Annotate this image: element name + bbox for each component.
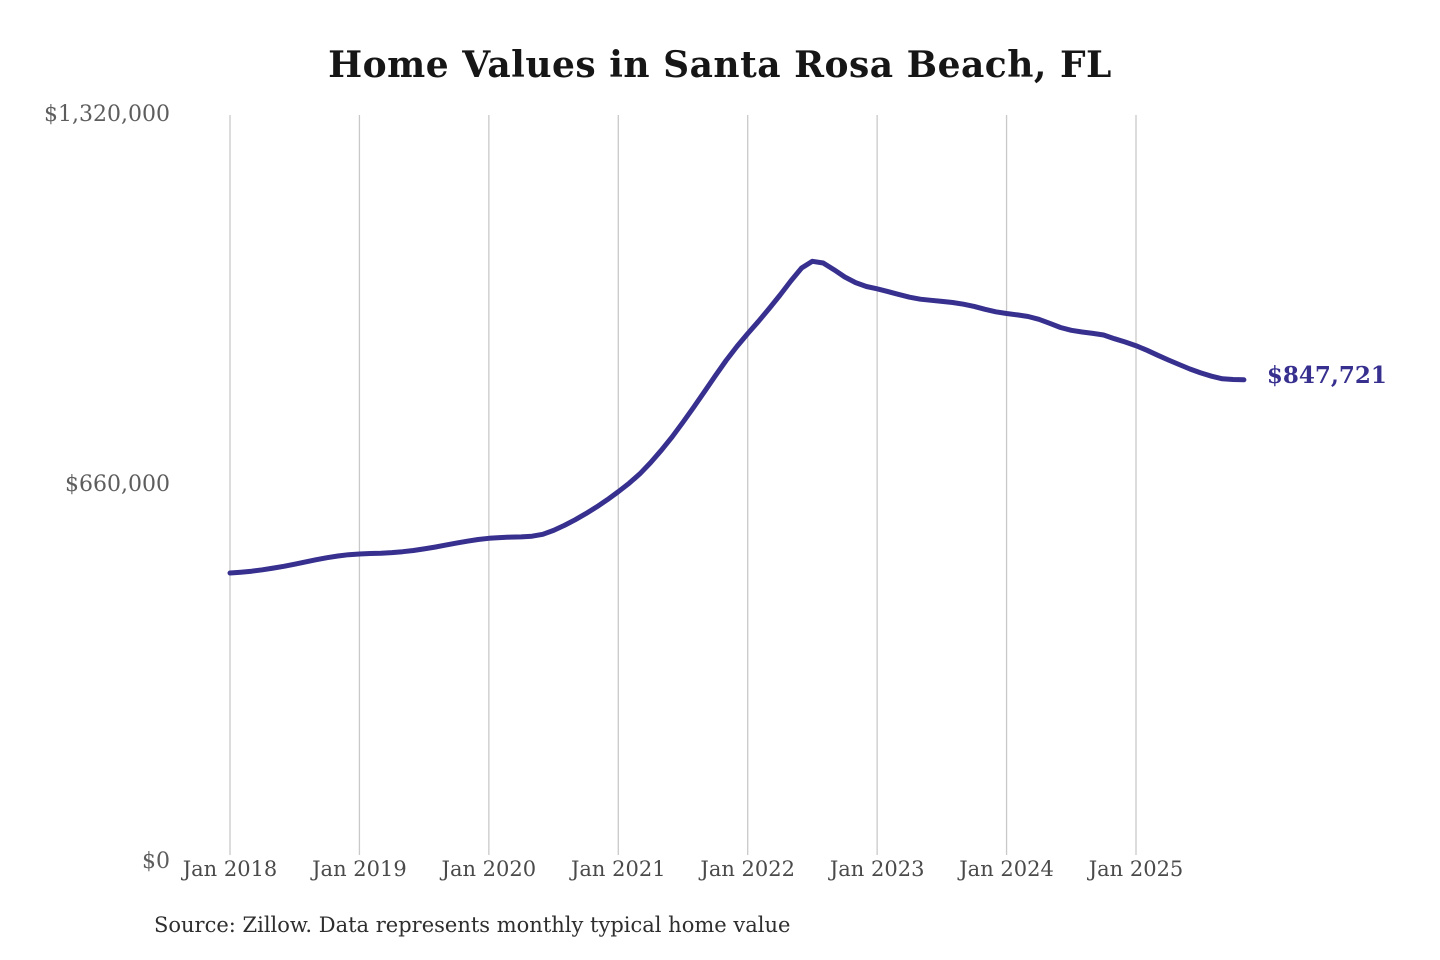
x-axis-tick-label: Jan 2020 xyxy=(441,857,537,881)
chart-title: Home Values in Santa Rosa Beach, FL xyxy=(328,44,1112,86)
x-axis-tick-label: Jan 2021 xyxy=(570,857,666,881)
current-value-label: $847,721 xyxy=(1266,361,1387,389)
x-axis-tick-label: Jan 2018 xyxy=(182,857,278,881)
x-axis-tick-label: Jan 2022 xyxy=(700,857,795,881)
home-value-line xyxy=(227,258,1247,576)
x-axis-tick-label: Jan 2024 xyxy=(959,857,1054,881)
source-note: Source: Zillow. Data represents monthly … xyxy=(154,913,791,937)
x-axis-tick-label: Jan 2025 xyxy=(1088,857,1184,881)
y-axis-tick-label: $0 xyxy=(142,849,170,874)
x-axis-tick-label: Jan 2019 xyxy=(312,857,407,881)
y-axis-tick-label: $1,320,000 xyxy=(44,102,170,127)
x-axis-tick-label: Jan 2023 xyxy=(829,857,925,881)
y-axis-tick-label: $660,000 xyxy=(65,472,170,497)
